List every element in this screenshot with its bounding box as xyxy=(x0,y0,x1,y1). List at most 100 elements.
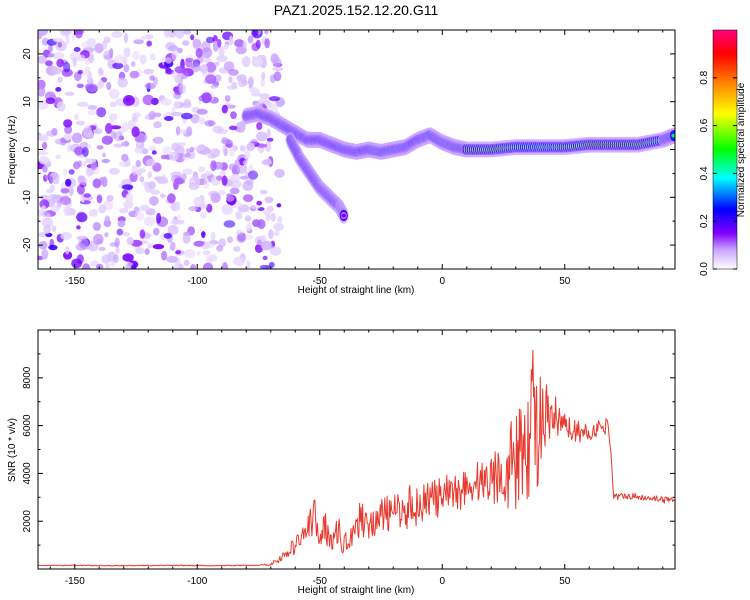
noise-blob xyxy=(104,232,109,238)
noise-blob xyxy=(122,232,131,237)
noise-blob xyxy=(229,180,242,189)
noise-blob xyxy=(59,196,72,206)
colorbar-tick-label: 0.0 xyxy=(699,262,710,276)
noise-blob xyxy=(71,132,83,144)
noise-blob xyxy=(170,219,182,225)
noise-blob xyxy=(38,100,49,110)
noise-blob xyxy=(103,219,112,228)
noise-blob xyxy=(63,133,73,141)
noise-blob xyxy=(178,84,187,95)
noise-blob xyxy=(202,242,214,249)
noise-blob xyxy=(45,60,53,67)
noise-blob xyxy=(200,92,212,104)
colorbar-ticks: 0.0 0.2 0.4 0.6 0.8 xyxy=(699,70,737,276)
snr-plot-area xyxy=(38,349,675,567)
noise-blob xyxy=(224,95,231,102)
noise-blob xyxy=(129,70,140,79)
noise-blob xyxy=(144,82,156,90)
noise-blob xyxy=(73,47,81,52)
noise-blob xyxy=(43,224,51,234)
noise-blob xyxy=(96,263,104,269)
noise-blob xyxy=(151,150,157,155)
noise-blob xyxy=(228,163,237,171)
noise-blob xyxy=(64,125,73,135)
noise-blob xyxy=(77,69,83,75)
noise-blob xyxy=(92,178,102,189)
noise-blob xyxy=(148,145,157,152)
noise-blob xyxy=(216,129,228,135)
noise-blob xyxy=(193,240,206,247)
noise-blob xyxy=(256,200,263,206)
noise-blob xyxy=(42,218,51,223)
noise-blob xyxy=(111,30,123,39)
noise-blob xyxy=(113,143,124,148)
noise-blob xyxy=(98,67,103,76)
noise-blob xyxy=(164,116,174,121)
noise-blob xyxy=(57,76,63,83)
noise-blob xyxy=(177,47,183,54)
noise-blob xyxy=(63,119,73,128)
noise-blob xyxy=(87,131,94,140)
noise-blob xyxy=(242,180,254,192)
noise-blob xyxy=(101,176,108,188)
noise-blob xyxy=(60,231,73,241)
noise-blob xyxy=(38,55,47,64)
noise-blob xyxy=(202,262,214,269)
noise-blob xyxy=(270,212,276,222)
noise-blob xyxy=(96,107,107,118)
noise-blob xyxy=(86,83,98,93)
noise-blob xyxy=(88,208,99,217)
noise-blob xyxy=(229,146,235,157)
noise-blob xyxy=(94,128,103,135)
noise-blob xyxy=(189,146,195,153)
noise-blob xyxy=(134,210,145,221)
noise-blob xyxy=(50,204,61,213)
noise-blob xyxy=(82,263,91,269)
noise-blob xyxy=(242,160,248,165)
noise-blob xyxy=(163,232,172,239)
noise-blob xyxy=(94,43,104,54)
noise-blob xyxy=(74,146,84,156)
noise-blob xyxy=(242,194,254,203)
noise-blob xyxy=(201,231,206,239)
noise-blob xyxy=(210,231,216,241)
noise-blob xyxy=(244,150,251,160)
noise-blob xyxy=(73,30,84,35)
noise-blob xyxy=(240,175,250,180)
noise-blob xyxy=(98,204,107,214)
noise-blob xyxy=(42,165,48,173)
noise-blob xyxy=(185,57,194,63)
noise-blob xyxy=(153,227,160,236)
noise-blob xyxy=(48,176,54,185)
noise-blob xyxy=(205,254,214,264)
noise-blob xyxy=(251,57,264,68)
noise-blob xyxy=(82,146,89,157)
noise-blob xyxy=(102,39,108,50)
noise-blob xyxy=(131,126,140,138)
noise-blob xyxy=(252,30,259,37)
noise-blob xyxy=(132,50,141,61)
noise-blob xyxy=(106,81,112,91)
noise-blob xyxy=(156,176,168,183)
noise-blob xyxy=(76,83,84,89)
noise-blob xyxy=(38,85,46,97)
noise-blob xyxy=(246,142,256,152)
noise-blob xyxy=(268,261,275,268)
noise-blob xyxy=(261,72,266,81)
noise-blob xyxy=(261,159,273,166)
noise-blob xyxy=(259,189,268,195)
noise-blob xyxy=(65,246,70,255)
noise-blob xyxy=(268,229,274,240)
noise-blob xyxy=(201,47,213,59)
noise-blob xyxy=(272,66,284,72)
noise-blob xyxy=(277,215,283,224)
noise-blob xyxy=(193,145,205,152)
noise-blob xyxy=(260,78,266,87)
noise-blob xyxy=(184,153,191,158)
noise-blob xyxy=(38,134,49,142)
noise-blob xyxy=(256,131,268,142)
noise-blob xyxy=(134,145,147,154)
noise-blob xyxy=(184,249,196,258)
noise-blob xyxy=(77,101,89,107)
